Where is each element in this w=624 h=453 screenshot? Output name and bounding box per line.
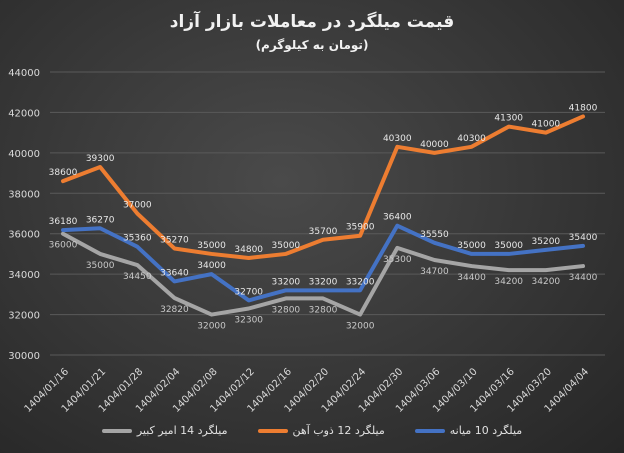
data-label: 34700 (420, 267, 449, 277)
data-label: 34200 (532, 277, 561, 287)
data-label: 35900 (346, 223, 375, 233)
data-label: 32300 (234, 316, 263, 326)
data-label: 41800 (569, 103, 598, 113)
y-tick-label: 36000 (8, 230, 40, 241)
data-label: 40300 (457, 134, 486, 144)
legend-item-10[interactable]: میلگرد 10 میانه (414, 424, 523, 437)
y-tick-label: 42000 (8, 108, 40, 119)
data-label: 39300 (86, 154, 115, 164)
data-label: 34800 (234, 245, 263, 255)
data-label: 35000 (494, 241, 523, 251)
y-tick-label: 40000 (8, 149, 40, 160)
y-tick-label: 30000 (8, 351, 40, 362)
data-label: 36270 (86, 215, 115, 225)
data-label: 36000 (49, 241, 78, 251)
data-label: 35300 (383, 255, 412, 265)
data-label: 33640 (160, 268, 189, 278)
data-label: 35000 (197, 241, 226, 251)
data-label: 35000 (457, 241, 486, 251)
data-label: 34400 (569, 273, 598, 283)
data-label: 35000 (86, 261, 115, 271)
data-label: 32800 (272, 305, 301, 315)
legend-label: میلگرد 14 امیر کبیر (136, 424, 228, 437)
data-label: 33200 (272, 277, 301, 287)
legend-swatch (101, 428, 132, 433)
data-label: 34200 (494, 277, 523, 287)
data-label: 38600 (49, 168, 78, 178)
data-label: 40300 (383, 134, 412, 144)
y-tick-label: 32000 (8, 311, 40, 322)
data-label: 35000 (272, 241, 301, 251)
data-label: 36400 (383, 213, 412, 223)
data-label: 35270 (160, 235, 189, 245)
legend-label: میلگرد 12 ذوب آهن (292, 424, 385, 437)
data-label: 35400 (569, 233, 598, 243)
legend-item-12[interactable]: میلگرد 12 ذوب آهن (257, 424, 385, 437)
data-label: 35550 (420, 230, 449, 240)
data-label: 36180 (49, 217, 78, 227)
data-label: 35200 (532, 237, 561, 247)
data-label: 41000 (532, 120, 561, 130)
data-label: 40000 (420, 140, 449, 150)
data-label: 32000 (197, 322, 226, 332)
legend: میلگرد 10 میانه میلگرد 12 ذوب آهن میلگرد… (0, 424, 624, 437)
y-tick-label: 38000 (8, 189, 40, 200)
data-label: 34400 (457, 273, 486, 283)
data-label: 33200 (346, 277, 375, 287)
legend-swatch (414, 428, 445, 433)
data-label: 35360 (123, 234, 152, 244)
data-label: 33200 (309, 277, 338, 287)
legend-swatch (257, 428, 288, 433)
legend-item-14[interactable]: میلگرد 14 امیر کبیر (101, 424, 228, 437)
data-label: 37000 (123, 201, 152, 211)
legend-label: میلگرد 10 میانه (449, 424, 523, 437)
data-label: 32820 (160, 305, 189, 315)
data-label: 32800 (309, 305, 338, 315)
y-tick-label: 44000 (8, 68, 40, 79)
data-label: 32700 (234, 287, 263, 297)
data-label: 34000 (197, 261, 226, 271)
chart-title: قیمت میلگرد در معاملات بازار آزاد (169, 12, 455, 32)
data-label: 34450 (123, 272, 152, 282)
y-tick-label: 34000 (8, 270, 40, 281)
chart-subtitle: (تومان به کیلوگرم) (255, 38, 369, 52)
data-label: 41300 (494, 114, 523, 124)
data-label: 32000 (346, 322, 375, 332)
data-label: 35700 (309, 227, 338, 237)
